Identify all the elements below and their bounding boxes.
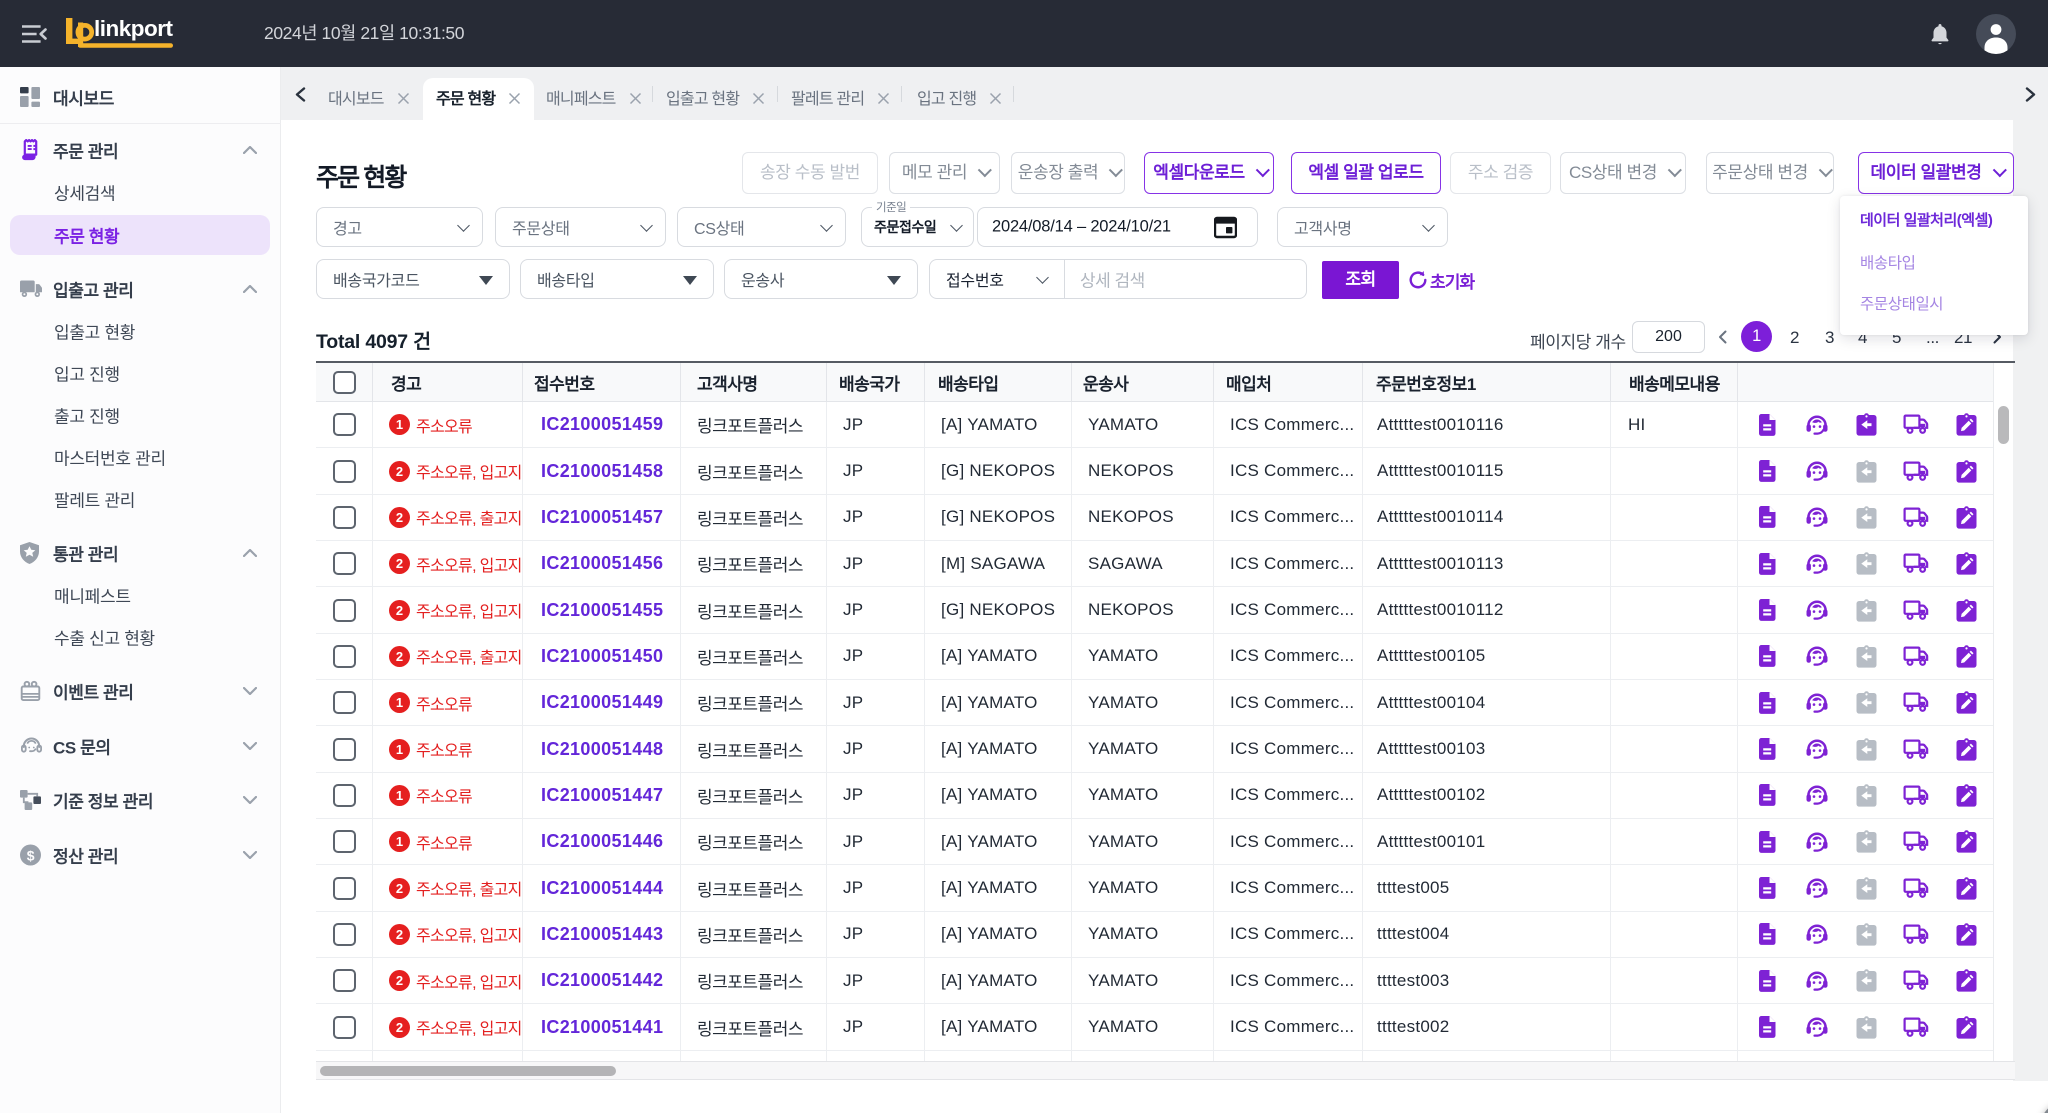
svg-text:$: $ — [27, 847, 35, 863]
